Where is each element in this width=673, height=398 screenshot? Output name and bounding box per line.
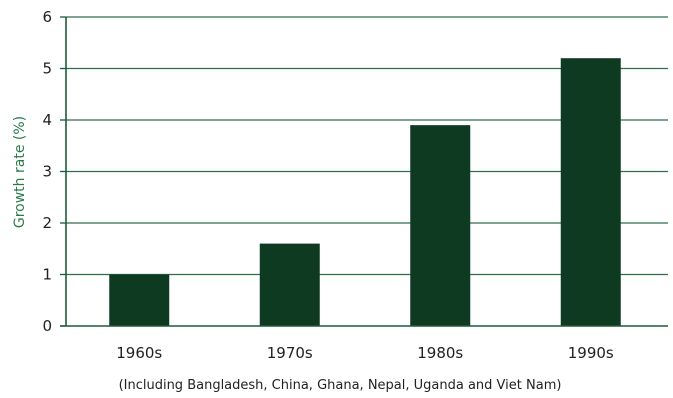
bar-1960s	[109, 274, 170, 326]
x-tick-label: 1970s	[267, 344, 313, 362]
y-axis-label: Growth rate (%)	[12, 116, 28, 228]
y-tick-label: 3	[42, 163, 52, 181]
y-tick-label: 5	[42, 60, 52, 78]
y-tick-label: 4	[42, 111, 52, 129]
x-tick-label: 1980s	[417, 344, 463, 362]
chart-footnote: (Including Bangladesh, China, Ghana, Nep…	[119, 378, 562, 393]
y-tick-label: 0	[42, 317, 52, 335]
bars	[109, 58, 621, 327]
x-tick-label: 1960s	[116, 344, 162, 362]
y-tick-label: 2	[42, 214, 52, 232]
bar-1980s	[410, 125, 471, 327]
y-tick-label: 6	[42, 8, 52, 26]
bar-1990s	[560, 58, 621, 326]
bar-1970s	[259, 243, 320, 326]
x-tick-labels: 1960s 1970s 1980s 1990s	[116, 344, 614, 362]
y-tick-label: 1	[42, 266, 52, 284]
axes	[60, 16, 668, 327]
x-tick-label: 1990s	[568, 344, 614, 362]
y-tick-labels: 0 1 2 3 4 5 6	[42, 8, 52, 335]
